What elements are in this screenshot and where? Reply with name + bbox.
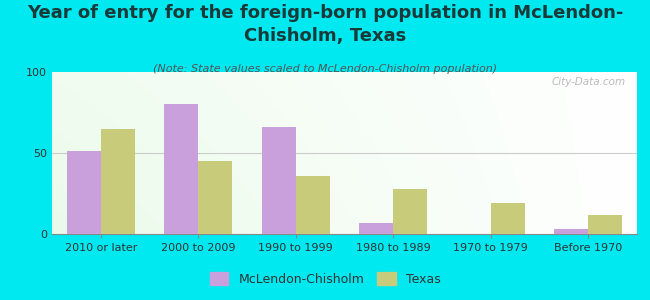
Text: City-Data.com: City-Data.com — [551, 77, 625, 87]
Bar — [588, 214, 623, 234]
Bar — [198, 161, 233, 234]
Bar — [261, 127, 296, 234]
Bar — [101, 129, 135, 234]
Bar — [491, 203, 525, 234]
Text: Year of entry for the foreign-born population in McLendon-
Chisholm, Texas: Year of entry for the foreign-born popul… — [27, 4, 623, 45]
Bar — [359, 223, 393, 234]
Bar — [164, 104, 198, 234]
Legend: McLendon-Chisholm, Texas: McLendon-Chisholm, Texas — [205, 267, 445, 291]
Text: (Note: State values scaled to McLendon-Chisholm population): (Note: State values scaled to McLendon-C… — [153, 64, 497, 74]
Bar — [66, 152, 101, 234]
Bar — [393, 189, 428, 234]
Bar — [296, 176, 330, 234]
Bar — [554, 229, 588, 234]
